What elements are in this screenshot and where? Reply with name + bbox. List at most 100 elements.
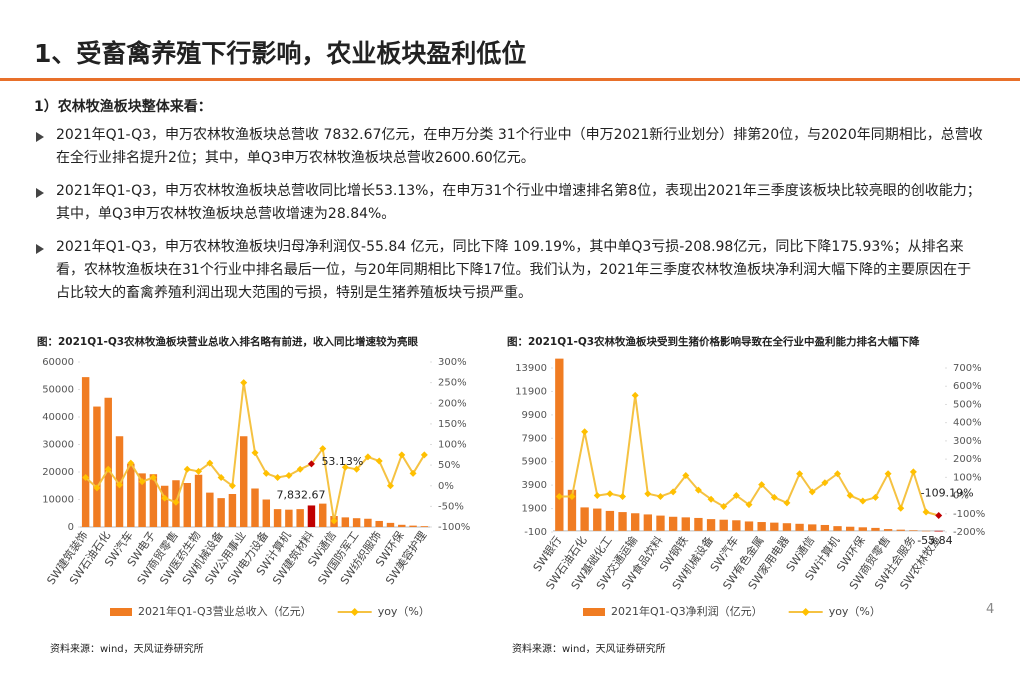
bar [555,358,564,531]
y-tick-label: 13900 [515,363,547,374]
legend-label: yoy（%） [829,605,881,618]
bar [319,503,327,527]
bar [820,524,830,531]
line-marker [808,488,816,496]
line-marker [568,492,576,500]
line-marker [206,459,214,467]
bullet: 2021年Q1-Q3，申万农林牧渔板块总营收同比增长53.13%，在申万31个行… [34,180,984,226]
line-marker [796,470,804,478]
legend-swatch [583,608,605,616]
y2-tick-label: 300% [438,357,467,368]
line-marker [251,449,259,457]
y2-tick-label: 200% [953,454,982,465]
y2-tick-label: 700% [953,363,982,374]
chart: 图：2021Q1-Q3农林牧渔板块受到生猪价格影响导致在全行业中盈利能力排名大幅… [507,335,985,618]
line-marker [897,504,905,512]
bar [770,522,779,531]
y-tick-label: 20000 [42,467,74,478]
bar [409,525,417,527]
line-marker [217,474,225,481]
bar [694,517,703,531]
bullet-text: 2021年Q1-Q3，申万农林牧渔板块总营收 7832.67亿元，在申万分类 3… [56,127,983,166]
bullet-arrow [36,244,44,254]
line-marker [669,488,677,496]
bar [757,522,766,531]
line-marker [783,499,791,507]
bar [668,516,678,531]
bar [706,519,716,531]
line-marker [593,492,601,500]
y2-tick-label: 500% [953,399,982,410]
y2-tick-label: -50% [438,501,464,512]
bar [782,523,792,531]
line-marker [82,474,90,481]
line-marker [183,465,191,473]
bar [138,473,146,527]
line-marker [116,481,124,489]
data-label: 7,832.67 [276,488,325,501]
bar [732,520,741,531]
data-label: -109.19% [921,486,974,499]
line-marker [172,498,180,506]
line-marker [758,481,766,489]
y-tick-label: 40000 [42,412,74,423]
line-marker [770,493,778,501]
line-marker [707,495,715,503]
line-marker [364,453,372,461]
line-marker [341,463,349,471]
line-marker [720,502,728,510]
line-marker [228,482,236,490]
y2-tick-label: 50% [438,460,460,471]
y2-tick-label: 400% [953,418,982,429]
line-marker [409,469,417,477]
y2-tick-label: 150% [438,419,467,430]
y-tick-label: 0 [68,522,74,533]
line-marker [859,497,867,505]
line-marker [922,508,930,516]
y-tick-label: 30000 [42,440,74,451]
chart-title: 图：2021Q1-Q3农林牧渔板块营业总收入排名略有前进，收入同比增速较为亮眼 [37,335,419,348]
bar [934,530,943,532]
line-marker [935,511,943,519]
line-marker [606,490,614,498]
subheading: 1）农林牧渔板块整体来看： [34,99,212,115]
bar [896,529,905,531]
chart-title: 图：2021Q1-Q3农林牧渔板块受到生猪价格影响导致在全行业中盈利能力排名大幅… [507,335,920,348]
bar [93,406,101,527]
bar [643,514,653,531]
line-marker [656,492,664,500]
bullet: 2021年Q1-Q3，申万农林牧渔板块总营收 7832.67亿元，在申万分类 3… [34,124,984,170]
bar [307,505,316,527]
line-marker [319,445,327,453]
page-number: 4 [986,602,995,617]
bar [194,474,203,527]
line-marker [834,470,842,478]
bar [871,527,880,531]
y-tick-label: 5900 [522,457,547,468]
y2-tick-label: 0% [953,491,969,502]
line-marker [274,474,282,481]
y2-tick-label: 300% [953,436,982,447]
line-marker [195,467,203,475]
legend-label: 2021年Q1-Q3营业总收入（亿元） [138,604,312,618]
page-title: 1、受畜禽养殖下行影响，农业板块盈利低位 [34,39,527,68]
line-marker [330,517,338,525]
bar [386,522,395,527]
line-marker [732,492,740,500]
line-marker [262,469,270,477]
bar [217,498,225,527]
legend-swatch [110,608,132,616]
y2-tick-label: 100% [438,440,467,451]
legend-marker [801,608,810,616]
data-label: 53.13% [321,455,363,468]
bar [580,507,589,531]
line-marker [240,379,248,387]
line-marker [694,486,702,494]
line-marker [138,478,146,486]
bar [681,517,690,531]
line-marker [871,493,879,501]
bar [228,494,237,527]
line-marker [619,492,627,500]
bar [296,509,304,527]
bar [744,521,754,531]
